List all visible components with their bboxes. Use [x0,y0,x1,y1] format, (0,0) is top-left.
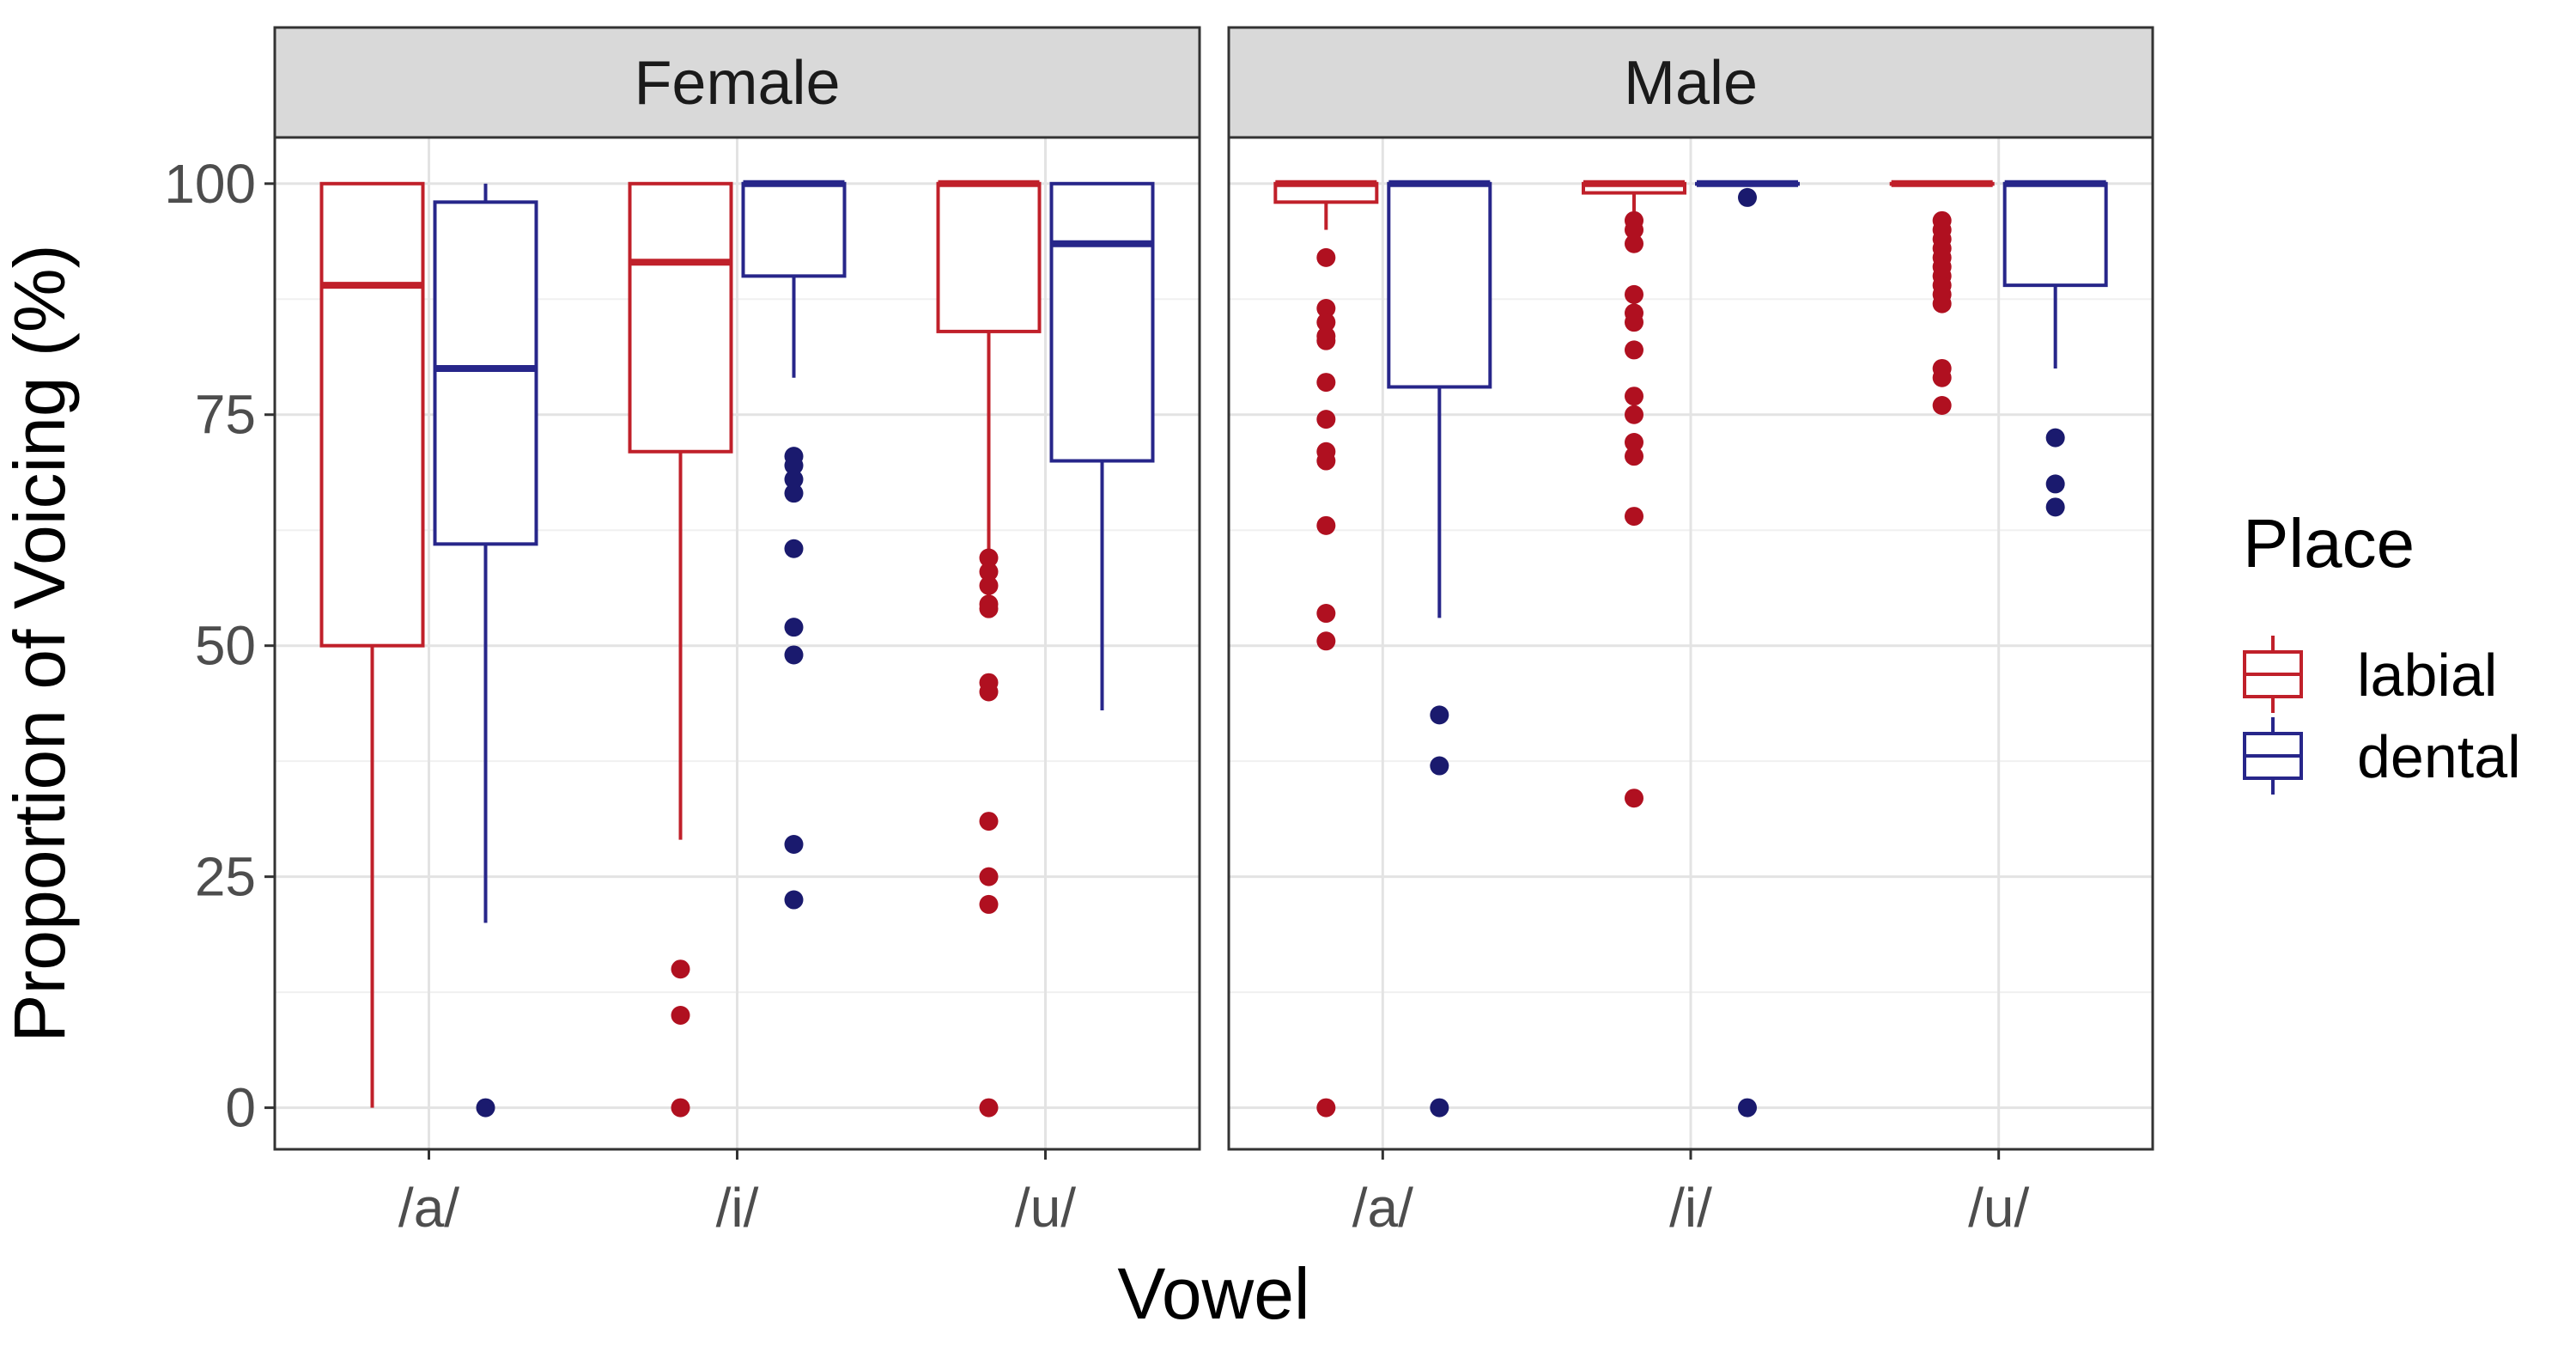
outlier-point [1316,604,1336,624]
x-axis-title: Vowel [1117,1253,1309,1334]
box-iqr [1049,181,1155,463]
box-iqr [2002,181,2108,288]
outlier-point [1316,299,1336,319]
box-labial-u-male [1889,180,1995,415]
legend-label-labial: labial [2357,642,2497,709]
outlier-point [1932,395,1952,415]
outlier-point [1430,1098,1449,1118]
outlier-point [1625,220,1643,240]
outlier-point [1625,340,1643,360]
outlier-point [784,618,804,637]
outlier-point [1316,515,1336,535]
outlier-point [671,959,690,979]
y-tick-label: 75 [195,384,256,446]
box-labial-a-male [1273,180,1379,1118]
box-iqr [319,181,425,648]
outlier-point [2045,474,2065,494]
outlier-point [979,576,999,595]
strip-male [1227,26,2154,139]
x-tick-label: /u/ [1015,1177,1076,1239]
outlier-point [784,470,804,490]
outlier-point [979,548,999,568]
outlier-point [1625,447,1643,466]
outlier-point [1625,284,1643,304]
outlier-point [1625,387,1643,406]
outlier-point [784,645,804,665]
box-labial-i-male [1582,180,1686,808]
box-dental-i-female [741,180,847,910]
outlier-point [1625,234,1643,253]
outlier-point [1316,373,1336,393]
box-iqr [433,200,538,546]
outlier-point [1316,631,1336,651]
outlier-point [2045,497,2065,517]
outlier-point [784,890,804,910]
y-tick-label: 0 [225,1077,256,1139]
outlier-point [671,1098,690,1118]
outlier-point [1316,247,1336,267]
legend-key-labial [2243,636,2303,713]
outlier-point [1316,1098,1336,1118]
box-iqr [936,181,1042,333]
outlier-point [979,894,999,914]
outlier-point [1316,451,1336,471]
outlier-point [1430,756,1449,776]
x-tick-label: /a/ [398,1177,459,1239]
box-iqr [741,181,847,278]
box-dental-u-male [2002,180,2108,517]
outlier-point [784,539,804,558]
outlier-point [979,812,999,831]
box-labial-i-female [628,181,733,1118]
x-tick-label: /a/ [1352,1177,1413,1239]
y-axis-title: Proportion of Voicing (%) [0,244,80,1042]
outlier-point [1738,187,1757,207]
box-iqr [628,181,733,454]
legend-title: Place [2243,505,2415,582]
strip-label: Male [1624,49,1758,118]
outlier-point [476,1098,495,1118]
x-tick-label: /i/ [716,1177,759,1239]
outlier-point [671,1006,690,1026]
y-tick-label: 100 [164,153,256,215]
outlier-point [1625,313,1643,332]
outlier-point [2045,428,2065,448]
strip-female [273,26,1201,139]
outlier-point [784,484,804,503]
outlier-point [784,834,804,854]
box-labial-a-female [319,181,425,1108]
outlier-point [784,455,804,475]
box-dental-u-female [1049,181,1155,710]
y-tick-label: 25 [195,846,256,908]
outlier-point [1316,313,1336,332]
box-iqr [1387,181,1492,389]
outlier-point [1932,294,1952,314]
y-tick-label: 50 [195,615,256,677]
x-tick-label: /i/ [1669,1177,1712,1239]
legend-label-dental: dental [2357,723,2521,790]
box-dental-a-male [1387,180,1492,1118]
outlier-point [1316,331,1336,350]
outlier-point [1738,1098,1757,1118]
outlier-point [1625,433,1643,453]
outlier-point [979,1098,999,1118]
outlier-point [979,562,999,582]
box-labial-u-female [936,180,1042,1118]
outlier-point [979,867,999,886]
outlier-point [1316,410,1336,429]
x-tick-label: /u/ [1968,1177,2029,1239]
outlier-point [979,682,999,702]
legend: Place labial dental [2243,505,2521,795]
box-dental-i-male [1695,180,1800,1118]
strip-label: Female [634,49,840,118]
outlier-point [1430,705,1449,725]
outlier-point [1932,368,1952,387]
box-dental-a-female [433,183,538,1118]
legend-key-dental [2243,717,2303,795]
outlier-point [1625,789,1643,808]
outlier-point [979,599,999,618]
outlier-point [1625,405,1643,424]
outlier-point [1625,507,1643,527]
